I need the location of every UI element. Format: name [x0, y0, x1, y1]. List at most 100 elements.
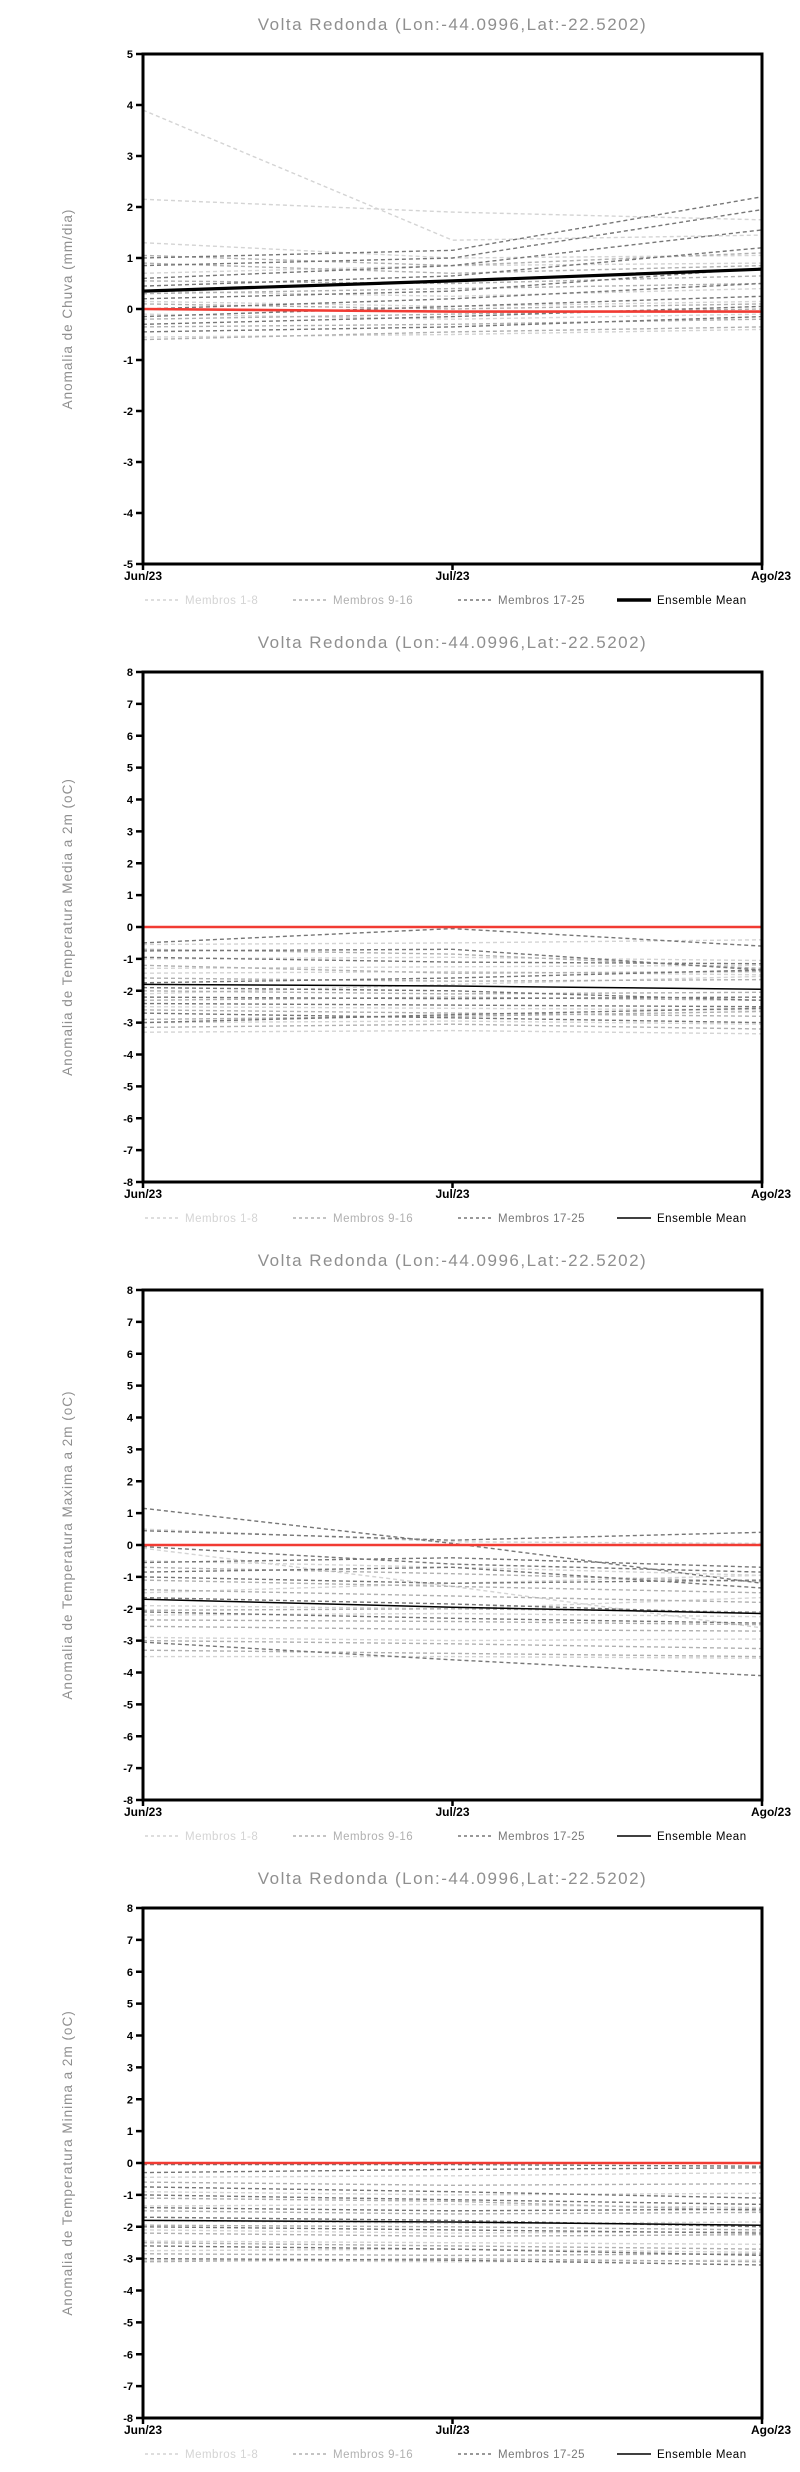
member-line-group1 [143, 1636, 762, 1642]
y-tick-label: -5 [123, 1081, 133, 1093]
member-line-group3 [143, 305, 762, 325]
y-tick-label: -2 [123, 986, 133, 998]
member-line-group2 [143, 2224, 762, 2231]
y-tick-label: -3 [123, 457, 133, 469]
member-line-group3 [143, 2163, 762, 2167]
y-tick-label: 0 [127, 2158, 133, 2170]
member-line-group1 [143, 970, 762, 976]
y-tick-label: -4 [123, 1050, 134, 1062]
x-tick-label: Jun/23 [124, 1187, 162, 1201]
y-tick-label: 0 [127, 922, 133, 934]
x-tick-label: Ago/23 [751, 1805, 791, 1819]
member-line-group1 [143, 313, 762, 320]
ensemble-chart-canvas: Volta Redonda (Lon:-44.0996,Lat:-22.5202… [60, 1251, 791, 1843]
member-line-group2 [143, 2197, 762, 2212]
member-line-group3 [143, 2257, 762, 2266]
member-line-group2 [143, 948, 762, 970]
member-line-group3 [143, 229, 762, 280]
y-tick-label: -2 [123, 2222, 133, 2234]
member-line-group2 [143, 990, 762, 995]
legend-label: Membros 9-16 [333, 1831, 413, 1843]
legend-label: Ensemble Mean [657, 1213, 747, 1225]
member-line-group1 [143, 2259, 762, 2263]
member-line-group2 [143, 1023, 762, 1030]
y-tick-label: -7 [123, 1145, 133, 1157]
member-line-group3 [143, 1596, 762, 1615]
member-line-group3 [143, 927, 762, 947]
chart-title: Volta Redonda (Lon:-44.0996,Lat:-22.5202… [258, 633, 647, 652]
y-tick-label: 7 [127, 1317, 133, 1329]
chart-block-precipitation-anomaly: Volta Redonda (Lon:-44.0996,Lat:-22.5202… [0, 0, 800, 618]
ensemble-mean-line [143, 983, 762, 990]
y-tick-label: 7 [127, 699, 133, 711]
chart-block-max-temperature-anomaly: Volta Redonda (Lon:-44.0996,Lat:-22.5202… [0, 1236, 800, 1854]
ensemble-mean-line [143, 267, 762, 293]
y-tick-label: 3 [127, 2062, 133, 2074]
member-line-group3 [143, 969, 762, 984]
y-tick-label: -2 [123, 1604, 133, 1616]
chart-title: Volta Redonda (Lon:-44.0996,Lat:-22.5202… [258, 1251, 647, 1270]
member-line-group3 [143, 2245, 762, 2257]
ensemble-chart-canvas: Volta Redonda (Lon:-44.0996,Lat:-22.5202… [60, 15, 791, 607]
member-line-group3 [143, 1530, 762, 1541]
y-tick-label: -6 [123, 1731, 133, 1743]
member-line-group2 [143, 2253, 762, 2257]
y-tick-label: -8 [123, 1795, 133, 1807]
member-line-group2 [143, 318, 762, 328]
member-line-group2 [143, 303, 762, 310]
member-line-group3 [143, 2226, 762, 2234]
member-line-group1 [143, 1612, 762, 1618]
member-line-group3 [143, 1566, 762, 1589]
y-tick-label: -5 [123, 559, 133, 571]
member-line-group2 [143, 1649, 762, 1658]
chart-title: Volta Redonda (Lon:-44.0996,Lat:-22.5202… [258, 1869, 647, 1888]
y-tick-label: 7 [127, 1935, 133, 1947]
member-line-group1 [143, 1029, 762, 1035]
y-tick-label: 3 [127, 151, 133, 163]
member-line-group3 [143, 986, 762, 1001]
y-axis-label: Anomalia de Temperatura Maxima a 2m (oC) [60, 1390, 75, 1699]
member-line-group2 [143, 2232, 762, 2238]
member-line-group2 [143, 964, 762, 974]
x-tick-label: Ago/23 [751, 569, 791, 583]
ensemble-chart-canvas: Volta Redonda (Lon:-44.0996,Lat:-22.5202… [60, 1869, 791, 2461]
y-tick-label: -1 [123, 1572, 133, 1584]
member-line-group3 [143, 315, 762, 333]
y-tick-label: 1 [127, 2126, 133, 2138]
member-line-group1 [143, 1006, 762, 1011]
x-tick-label: Jul/23 [435, 1187, 469, 1201]
member-line-group2 [143, 1009, 762, 1017]
member-line-group3 [143, 1611, 762, 1624]
member-line-group3 [143, 1002, 762, 1008]
member-line-group3 [143, 1007, 762, 1024]
x-tick-label: Jul/23 [435, 569, 469, 583]
member-line-group3 [143, 1545, 762, 1573]
member-line-group1 [143, 1020, 762, 1025]
member-line-group1 [143, 328, 762, 338]
y-axis-label: Anomalia de Temperatura Minima a 2m (oC) [60, 2010, 75, 2315]
legend-label: Membros 1-8 [185, 2449, 258, 2461]
y-tick-label: -4 [123, 1668, 134, 1680]
y-tick-label: -4 [123, 2286, 134, 2298]
x-tick-label: Ago/23 [751, 2423, 791, 2437]
member-line-group1 [143, 2219, 762, 2225]
y-tick-label: 3 [127, 826, 133, 838]
ensemble-mean-line [143, 2219, 762, 2226]
member-line-group2 [143, 1588, 762, 1604]
member-line-group3 [143, 1012, 762, 1024]
member-line-group2 [143, 996, 762, 1001]
member-line-group3 [143, 2167, 762, 2174]
ensemble-mean-line [143, 1598, 762, 1615]
legend-label: Membros 1-8 [185, 1831, 258, 1843]
y-tick-label: -3 [123, 2254, 133, 2266]
member-line-group3 [143, 1576, 762, 1585]
y-tick-label: 6 [127, 731, 133, 743]
member-line-group3 [143, 2194, 762, 2206]
y-tick-label: 8 [127, 1285, 133, 1297]
plot-area [143, 2161, 762, 2266]
legend-label: Membros 9-16 [333, 1213, 413, 1225]
member-line-group2 [143, 308, 762, 320]
legend-label: Ensemble Mean [657, 595, 747, 607]
member-line-group2 [143, 1010, 762, 1021]
